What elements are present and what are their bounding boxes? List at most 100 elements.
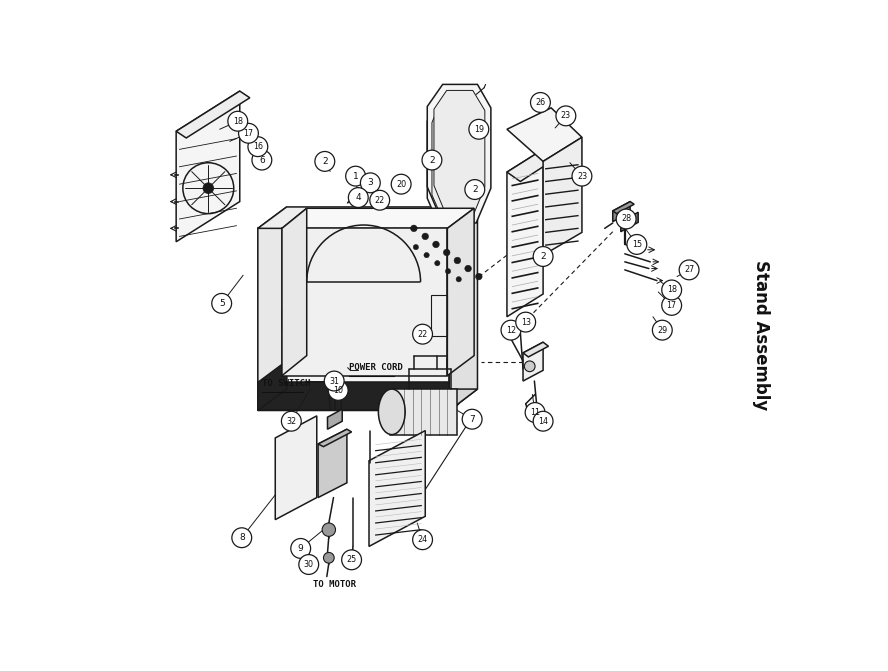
Polygon shape: [621, 212, 638, 231]
Text: 18: 18: [233, 117, 242, 125]
Text: 6: 6: [259, 156, 265, 164]
Text: 31: 31: [329, 376, 339, 386]
Text: 8: 8: [239, 533, 245, 542]
Text: TO MOTOR: TO MOTOR: [313, 580, 356, 589]
Text: 25: 25: [346, 556, 357, 564]
Circle shape: [662, 280, 682, 300]
Text: 23: 23: [561, 111, 571, 120]
Circle shape: [410, 225, 417, 231]
Polygon shape: [282, 228, 448, 376]
Circle shape: [315, 152, 335, 171]
Text: 23: 23: [577, 172, 587, 180]
Polygon shape: [258, 389, 478, 411]
Text: 29: 29: [657, 325, 668, 335]
Text: 15: 15: [631, 240, 642, 249]
Polygon shape: [282, 208, 306, 376]
Polygon shape: [282, 208, 474, 228]
Circle shape: [516, 312, 535, 332]
Polygon shape: [258, 228, 449, 411]
Circle shape: [322, 523, 336, 536]
Polygon shape: [523, 342, 549, 357]
Text: 11: 11: [530, 408, 540, 417]
Text: 22: 22: [375, 196, 385, 205]
Circle shape: [329, 380, 348, 401]
Circle shape: [228, 111, 248, 131]
Text: 7: 7: [469, 415, 475, 423]
Circle shape: [299, 555, 319, 574]
Text: 2: 2: [540, 252, 546, 261]
Circle shape: [413, 530, 432, 550]
Circle shape: [424, 252, 429, 258]
Polygon shape: [449, 207, 478, 411]
Polygon shape: [613, 201, 630, 221]
Circle shape: [348, 188, 369, 207]
Circle shape: [454, 257, 461, 264]
Circle shape: [422, 233, 429, 240]
Polygon shape: [613, 201, 634, 213]
Polygon shape: [434, 91, 485, 216]
Polygon shape: [328, 409, 342, 429]
Circle shape: [501, 320, 521, 340]
Polygon shape: [176, 91, 250, 138]
Text: 20: 20: [396, 180, 406, 189]
Circle shape: [464, 265, 472, 272]
Text: 27: 27: [684, 265, 694, 274]
Polygon shape: [391, 389, 457, 435]
Polygon shape: [427, 95, 484, 221]
Text: 22: 22: [417, 329, 428, 339]
Circle shape: [324, 371, 344, 391]
Text: 9: 9: [297, 544, 304, 553]
Text: 24: 24: [417, 535, 428, 544]
Circle shape: [446, 268, 451, 274]
Text: Stand Assembly: Stand Assembly: [752, 260, 771, 411]
Polygon shape: [318, 429, 352, 447]
Polygon shape: [258, 207, 287, 411]
Circle shape: [392, 174, 411, 194]
Circle shape: [627, 235, 646, 254]
Text: 19: 19: [474, 125, 484, 134]
Circle shape: [432, 241, 440, 248]
Polygon shape: [432, 100, 480, 216]
Circle shape: [530, 93, 551, 112]
Polygon shape: [258, 382, 449, 411]
Text: 16: 16: [253, 142, 263, 151]
Text: TO SWITCH: TO SWITCH: [262, 379, 310, 389]
Text: 26: 26: [535, 98, 545, 107]
Text: 3: 3: [368, 178, 373, 187]
Circle shape: [252, 150, 272, 170]
Text: 17: 17: [243, 129, 254, 138]
Text: 30: 30: [304, 560, 313, 569]
Polygon shape: [507, 150, 543, 317]
Circle shape: [524, 361, 535, 372]
Circle shape: [572, 166, 591, 186]
Polygon shape: [507, 150, 557, 181]
Text: 2: 2: [472, 185, 478, 194]
Circle shape: [323, 552, 334, 563]
Circle shape: [342, 550, 361, 570]
Polygon shape: [318, 429, 347, 497]
Polygon shape: [427, 85, 491, 223]
Circle shape: [434, 260, 440, 266]
Circle shape: [533, 411, 553, 431]
Circle shape: [232, 528, 251, 548]
Circle shape: [361, 173, 380, 193]
Polygon shape: [275, 416, 317, 519]
Circle shape: [616, 209, 636, 229]
Circle shape: [662, 295, 682, 315]
Text: 5: 5: [218, 299, 225, 308]
Circle shape: [679, 260, 699, 280]
Text: 17: 17: [667, 301, 677, 310]
Polygon shape: [507, 108, 582, 162]
Circle shape: [422, 150, 442, 170]
Text: 2: 2: [322, 157, 328, 166]
Polygon shape: [543, 138, 582, 255]
Circle shape: [443, 249, 450, 256]
Circle shape: [463, 409, 482, 429]
Ellipse shape: [378, 389, 405, 435]
Circle shape: [556, 106, 575, 125]
Text: 1: 1: [353, 172, 359, 180]
Text: 13: 13: [520, 317, 531, 327]
Circle shape: [203, 183, 214, 193]
Circle shape: [533, 246, 553, 266]
Circle shape: [475, 273, 482, 280]
